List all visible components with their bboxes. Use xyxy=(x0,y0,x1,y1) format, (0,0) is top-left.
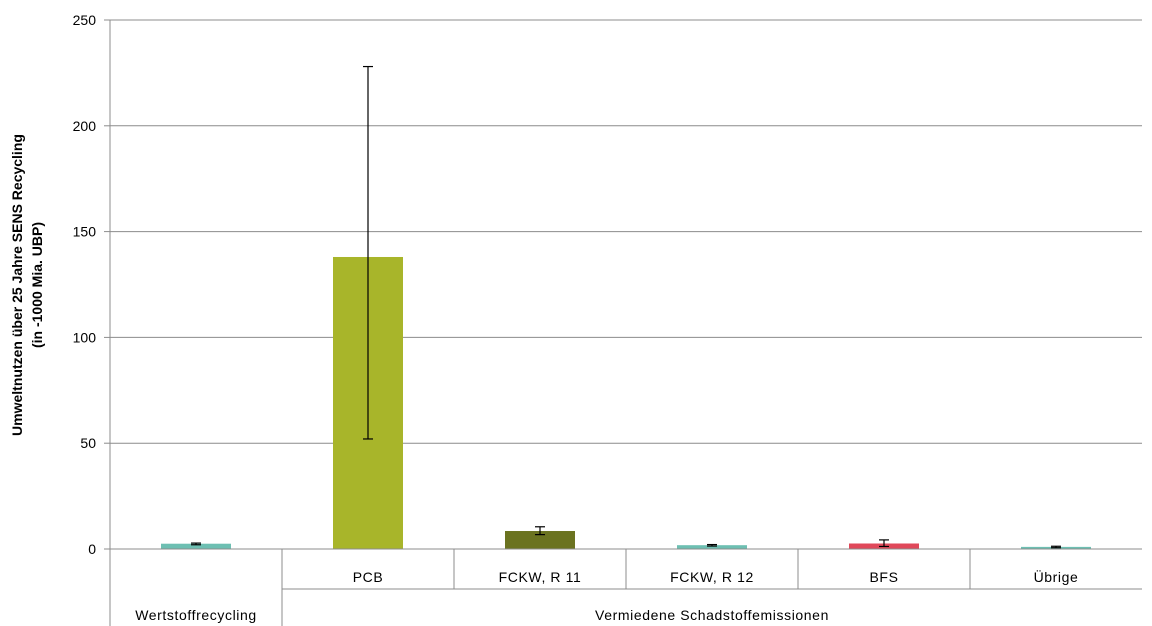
bar xyxy=(161,543,231,549)
gridlines xyxy=(110,19,1142,444)
category-dividers xyxy=(109,549,1142,626)
y-tick-label: 0 xyxy=(88,541,96,557)
group-label: Wertstoffrecycling xyxy=(135,607,257,623)
y-axis-label-line1: Umweltnutzen über 25 Jahre SENS Recyclin… xyxy=(9,134,25,436)
y-tick-label: 150 xyxy=(73,224,97,240)
bars xyxy=(161,256,1091,549)
y-axis: 0 50 100 150 200 250 xyxy=(73,12,111,557)
group-label: Vermiedene Schadstoffemissionen xyxy=(595,607,829,623)
bar xyxy=(505,531,575,549)
category-label: BFS xyxy=(869,569,898,585)
category-label: Übrige xyxy=(1034,568,1079,585)
category-label: FCKW, R 11 xyxy=(499,569,582,585)
y-tick-label: 200 xyxy=(73,118,97,134)
y-tick-label: 250 xyxy=(73,12,97,28)
y-axis-label-line2: (in -1000 Mia. UBP) xyxy=(29,222,45,348)
category-labels: PCB FCKW, R 11 FCKW, R 12 BFS Übrige Wertstof… xyxy=(135,568,1078,623)
category-label: PCB xyxy=(353,569,384,585)
error-bars xyxy=(110,65,1142,550)
bar xyxy=(677,545,747,549)
y-tick-label: 50 xyxy=(80,435,96,451)
y-tick-label: 100 xyxy=(73,329,97,345)
category-label: FCKW, R 12 xyxy=(670,569,754,585)
